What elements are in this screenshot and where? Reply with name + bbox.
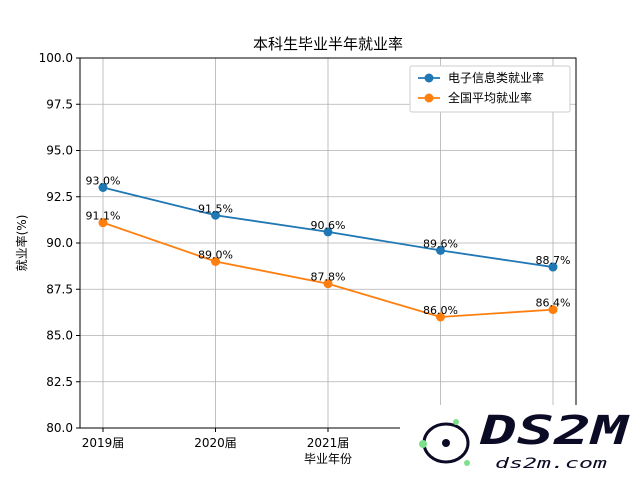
data-point bbox=[548, 305, 558, 315]
data-label: 89.6% bbox=[423, 237, 458, 250]
x-axis-label: 毕业年份 bbox=[304, 452, 352, 466]
y-tick-label: 82.5 bbox=[46, 375, 73, 389]
data-label: 93.0% bbox=[86, 175, 121, 188]
y-tick-label: 80.0 bbox=[46, 421, 73, 435]
data-point bbox=[98, 183, 108, 192]
watermark-logo: DS2M ds2m.com bbox=[400, 405, 640, 480]
atom-core-icon bbox=[442, 439, 450, 447]
x-tick-label: 2021届 bbox=[307, 436, 350, 450]
data-label: 86.0% bbox=[423, 304, 458, 317]
legend-swatch-marker bbox=[424, 73, 434, 83]
legend-label: 电子信息类就业率 bbox=[448, 70, 544, 85]
y-tick-label: 100.0 bbox=[39, 51, 73, 65]
watermark-logo-text: DS2M bbox=[478, 408, 630, 454]
data-point bbox=[98, 218, 108, 228]
y-tick-label: 97.5 bbox=[46, 97, 73, 111]
y-tick-label: 85.0 bbox=[46, 329, 73, 343]
legend-swatch-marker bbox=[424, 93, 434, 103]
data-label: 91.5% bbox=[198, 202, 233, 215]
data-point bbox=[211, 257, 220, 266]
watermark-url-text: ds2m.com bbox=[495, 456, 608, 472]
data-point bbox=[436, 245, 445, 255]
data-point bbox=[548, 262, 558, 272]
atom-electron-icon bbox=[419, 440, 427, 448]
legend-box bbox=[409, 65, 571, 113]
y-tick-label: 87.5 bbox=[46, 282, 73, 296]
y-tick-label: 92.5 bbox=[46, 190, 73, 204]
data-label: 91.1% bbox=[86, 210, 121, 223]
data-label: 88.7% bbox=[536, 254, 571, 267]
x-tick-label: 2020届 bbox=[194, 436, 237, 450]
chart-title: 本科生毕业半年就业率 bbox=[253, 35, 403, 53]
atom-electron-icon bbox=[453, 419, 459, 425]
data-point bbox=[323, 227, 333, 237]
watermark-background bbox=[400, 405, 640, 480]
data-label: 89.0% bbox=[198, 249, 233, 262]
data-label: 90.6% bbox=[311, 219, 346, 232]
atom-electron-icon bbox=[464, 460, 470, 466]
legend-label: 全国平均就业率 bbox=[448, 90, 532, 105]
x-tick-label: 2019届 bbox=[82, 436, 125, 450]
data-label: 87.8% bbox=[311, 271, 346, 284]
data-label: 86.4% bbox=[536, 297, 571, 310]
y-tick-label: 95.0 bbox=[46, 144, 73, 158]
data-point bbox=[436, 312, 445, 322]
y-axis-label: 就业率(%) bbox=[14, 215, 29, 272]
data-point bbox=[211, 210, 220, 220]
data-point bbox=[323, 279, 333, 289]
y-tick-label: 90.0 bbox=[46, 236, 73, 250]
series-group: 93.0% 91.5% 90.6% 89.6% 88.7% 91.1% 89.0% 87.8%… bbox=[86, 175, 571, 322]
y-axis-ticks: 80.0 82.5 85.0 87.5 90.0 92.5 95.0 97.5 100.0 bbox=[39, 51, 80, 435]
